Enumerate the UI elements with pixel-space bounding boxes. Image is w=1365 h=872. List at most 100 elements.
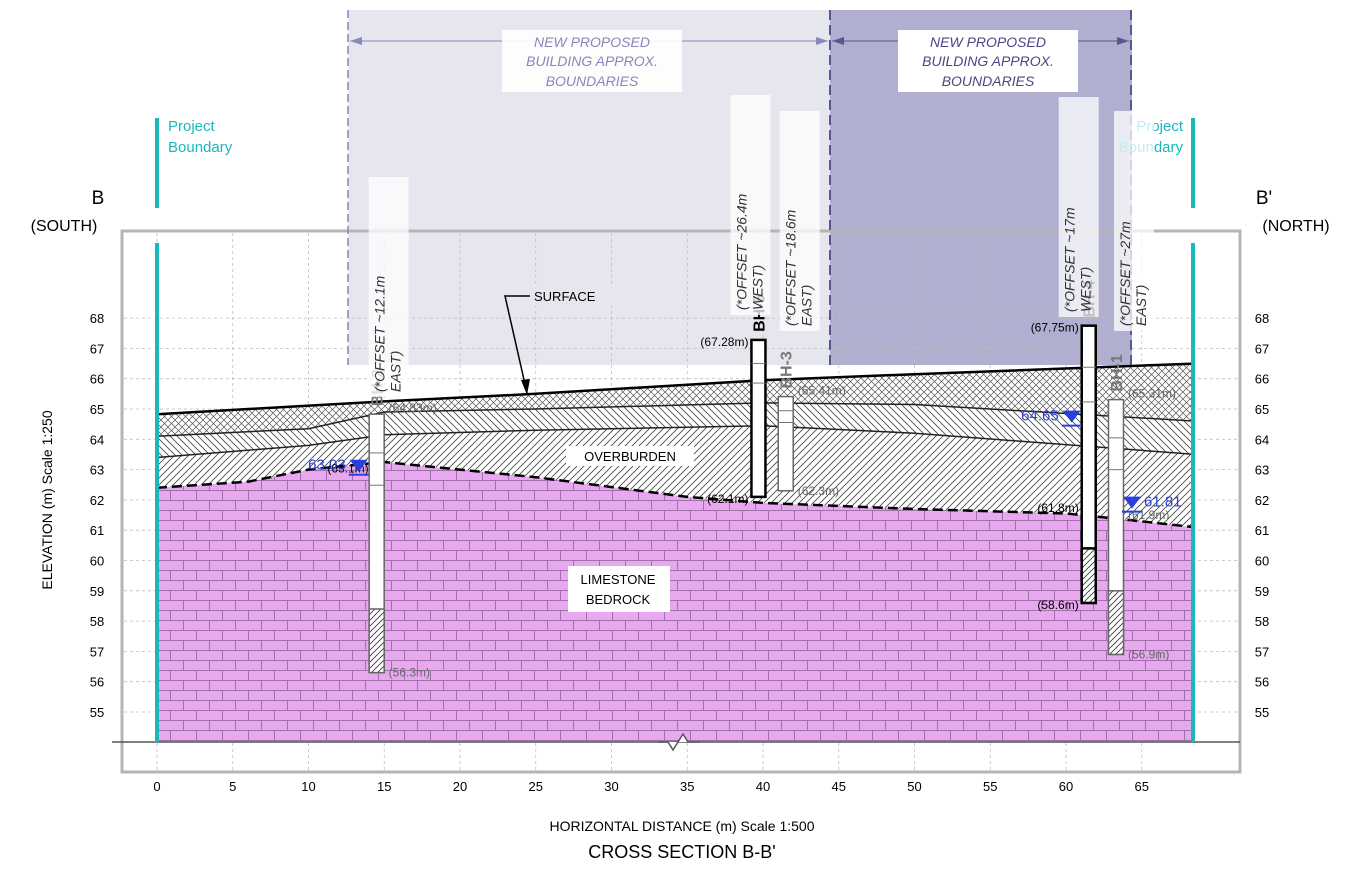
building-label-2-line3: BOUNDARIES (942, 73, 1035, 89)
surface-label: SURFACE (534, 289, 596, 304)
offset-note-bg (1058, 97, 1099, 317)
offset-note-line: (*OFFSET ~12.1m (372, 275, 388, 392)
x-tick-label: 15 (377, 779, 391, 794)
bedrock-layer (157, 462, 1195, 742)
borehole-top-elevation: (67.75m) (1031, 321, 1079, 335)
borehole-bedrock-elevation: (61.8m) (1037, 501, 1078, 515)
overburden-boundary-line (156, 424, 1195, 459)
diagram-title: CROSS SECTION B-B' (588, 842, 775, 862)
building-label-1-line3: BOUNDARIES (546, 73, 639, 89)
y-tick-label-left: 66 (90, 372, 104, 387)
y-tick-label-right: 59 (1255, 584, 1269, 599)
y-tick-label-right: 62 (1255, 493, 1269, 508)
y-tick-label-right: 58 (1255, 614, 1269, 629)
overburden-lower-layer (157, 425, 1195, 528)
offset-note-line: EAST) (388, 351, 404, 392)
x-tick-label: 40 (756, 779, 770, 794)
y-tick-label-left: 60 (90, 554, 104, 569)
building-label-1-line2: BUILDING APPROX. (526, 53, 658, 69)
y-tick-label-left: 63 (90, 463, 104, 478)
surface-leader-arrow-icon (521, 379, 530, 395)
borehole-bh-4: (67.75m)(58.6m)(61.8m)BH-4(*OFFSET ~17mW… (1021, 97, 1099, 612)
offset-note-line: WEST) (749, 265, 765, 310)
overburden-upper-layer (157, 402, 1195, 458)
borehole-bh-2: (64.83m)(56.3m)(63.1m)BH-2(*OFFSET ~12.1… (308, 177, 437, 680)
water-level-value: 63.03 (308, 457, 346, 474)
borehole-bh-1: (65.31m)(56.9m)(61.9m)BH-1(*OFFSET ~27m E… (1107, 111, 1182, 661)
borehole-bottom-elevation: (58.6m) (1037, 598, 1078, 612)
borehole-top-elevation: (67.28m) (700, 335, 748, 349)
water-level-icon (1062, 410, 1081, 423)
building-label-1-line1: NEW PROPOSED (534, 34, 650, 50)
y-tick-label-left: 57 (90, 644, 104, 659)
bedrock-surface-line (156, 460, 1195, 529)
y-tick-label-right: 56 (1255, 675, 1269, 690)
project-boundary-label-left-1: Project (168, 118, 216, 135)
x-tick-label: 35 (680, 779, 694, 794)
y-tick-label-left: 55 (90, 705, 104, 720)
borehole-bottom-elevation: (56.3m) (389, 666, 430, 680)
borehole-top-elevation: (65.41m) (798, 384, 846, 398)
y-tick-label-left: 64 (90, 432, 104, 447)
offset-note-line: (*OFFSET ~26.4m (733, 193, 749, 310)
borehole-rock-core (368, 608, 385, 674)
y-tick-label-right: 61 (1255, 523, 1269, 538)
borehole-rock-core (1107, 590, 1125, 656)
overburden-label: OVERBURDEN (584, 449, 676, 464)
fill-layer (157, 363, 1195, 437)
y-tick-label-right: 64 (1255, 432, 1269, 447)
y-tick-label-left: 61 (90, 523, 104, 538)
borehole-column (750, 338, 767, 499)
offset-note-bg (1113, 111, 1154, 331)
building-label-2-line2: BUILDING APPROX. (922, 53, 1054, 69)
surface-leader-line (504, 295, 530, 394)
y-tick-label-right: 68 (1255, 311, 1269, 326)
y-axis-label: ELEVATION (m) Scale 1:250 (39, 410, 55, 589)
offset-note-line: EAST) (799, 285, 815, 326)
borehole-bottom-elevation: (62.3m) (798, 484, 839, 498)
y-tick-label-left: 65 (90, 402, 104, 417)
surface-label-bg (530, 286, 616, 306)
section-end-left-letter: B (92, 188, 105, 209)
offset-note-line: (*OFFSET ~18.6m (783, 209, 799, 326)
x-axis-label: HORIZONTAL DISTANCE (m) Scale 1:500 (549, 818, 814, 834)
break-symbol (658, 732, 700, 752)
section-end-right-letter: B' (1256, 188, 1272, 209)
y-tick-label-left: 58 (90, 614, 104, 629)
y-tick-label-right: 65 (1255, 402, 1269, 417)
x-tick-label: 10 (301, 779, 315, 794)
x-tick-label: 30 (604, 779, 618, 794)
project-boundary-label-left-2: Boundary (168, 139, 233, 156)
x-tick-label: 0 (153, 779, 160, 794)
bedrock-label-line2: BEDROCK (586, 592, 651, 607)
section-end-right-direction: (NORTH) (1262, 218, 1329, 235)
y-tick-label-left: 56 (90, 675, 104, 690)
offset-note-line: WEST) (1078, 267, 1094, 312)
section-end-left-direction: (SOUTH) (31, 218, 98, 235)
offset-note-line: EAST) (1133, 285, 1149, 326)
y-tick-label-right: 66 (1255, 372, 1269, 387)
x-tick-label: 20 (453, 779, 467, 794)
y-tick-label-right: 63 (1255, 463, 1269, 478)
offset-note-line: (*OFFSET ~17m (1062, 207, 1078, 312)
offset-note-line: (*OFFSET ~27m (1117, 221, 1133, 326)
bedrock-label-line1: LIMESTONE (581, 572, 656, 587)
building-label-2-line1: NEW PROPOSED (930, 34, 1046, 50)
offset-note-bg (730, 95, 771, 315)
borehole-bottom-elevation: (62.1m) (707, 492, 748, 506)
x-tick-label: 60 (1059, 779, 1073, 794)
x-tick-label: 5 (229, 779, 236, 794)
borehole-column (777, 395, 794, 492)
borehole-bh-3: (65.41m) (62.3m) BH-3 (*OFFSET ~18.6m EAST) (777, 111, 846, 498)
axis-ticks: 0 5 10 15 20 25 30 35 40 45 50 55 60 65 55 55 56 56 57 57 58… (90, 311, 1269, 794)
borehole-rock-core (1080, 547, 1097, 605)
stratigraphy-layers (156, 362, 1195, 742)
building-label-box-1 (502, 30, 682, 92)
x-tick-label: 55 (983, 779, 997, 794)
water-level-value: 64.65 (1021, 408, 1059, 425)
x-tick-label: 50 (907, 779, 921, 794)
building-label-box-2 (898, 30, 1078, 92)
x-tick-label: 65 (1135, 779, 1149, 794)
